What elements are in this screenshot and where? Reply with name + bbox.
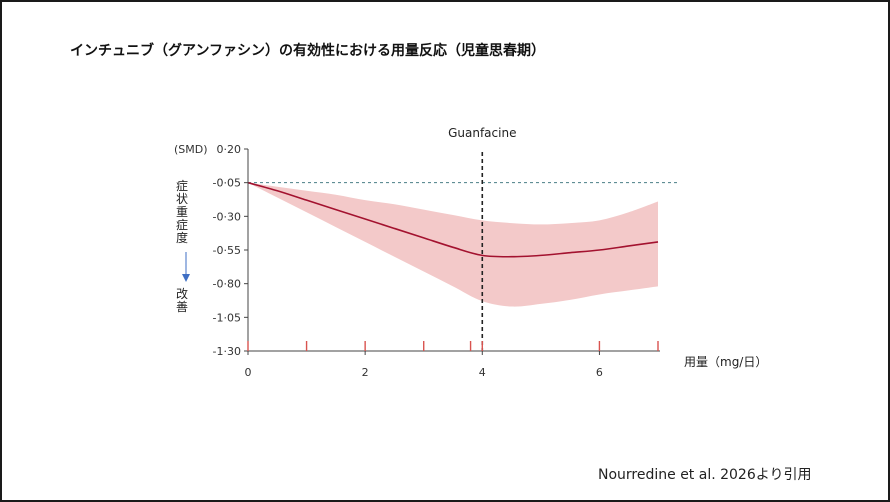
axes-layer — [244, 148, 660, 355]
y-unit-label: (SMD) — [174, 143, 208, 156]
y-label-char: 度 — [176, 230, 188, 245]
y-tick-label: -1·05 — [213, 311, 241, 324]
y-label-char: 状 — [176, 192, 188, 206]
y-label-char: 症 — [176, 217, 188, 232]
annotation-layer: Guanfacine — [448, 126, 516, 351]
y-tick-label: -1·30 — [213, 345, 241, 358]
y-label-char: 症 — [176, 178, 188, 193]
y-tick-label: -0·05 — [213, 177, 241, 190]
y-tick-label: -0·80 — [213, 278, 241, 291]
series-line — [247, 181, 659, 258]
y-label-char: 重 — [176, 205, 188, 219]
y-label-arrow-head — [182, 274, 190, 282]
y-tick-label: 0·20 — [217, 143, 242, 156]
x-axis-label: 用量（mg/日） — [684, 355, 767, 369]
series-line-layer — [247, 181, 659, 258]
y-label-char: 善 — [176, 299, 188, 314]
axis-labels-layer: 0·20 -0·05 -0·30 -0·55 -0·80 -1·05 -1·30 0 2 4 6 (S… — [174, 143, 767, 379]
citation: Nourredine et al. 2026より引用 — [598, 467, 812, 483]
y-label-char: 改 — [176, 287, 188, 301]
slide-title: インチュニブ（グアンファシン）の有効性における用量反応（児童思春期） — [70, 43, 546, 59]
x-tick-label: 4 — [479, 366, 486, 379]
y-tick-label: -0·55 — [213, 244, 241, 257]
y-tick-label: -0·30 — [213, 210, 241, 223]
x-tick-label: 2 — [362, 366, 369, 379]
x-tick-label: 0 — [245, 366, 252, 379]
x-tick-label: 6 — [596, 366, 603, 379]
annotation-label: Guanfacine — [448, 126, 516, 140]
